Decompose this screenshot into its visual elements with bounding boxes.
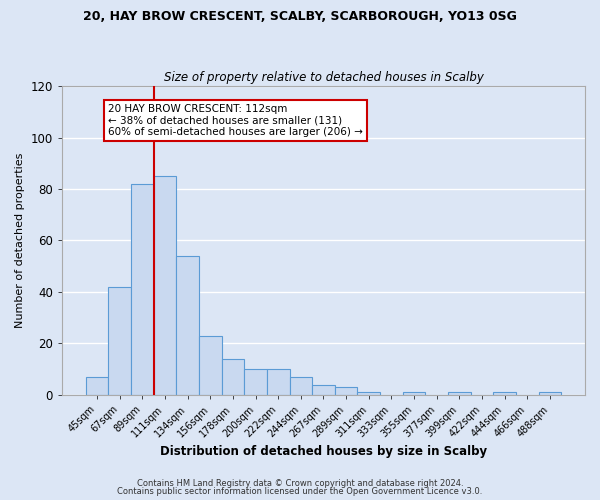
Bar xyxy=(154,176,176,395)
Bar xyxy=(539,392,561,395)
Bar xyxy=(335,387,358,395)
Bar xyxy=(358,392,380,395)
Bar xyxy=(290,377,312,395)
Text: 20 HAY BROW CRESCENT: 112sqm
← 38% of detached houses are smaller (131)
60% of s: 20 HAY BROW CRESCENT: 112sqm ← 38% of de… xyxy=(109,104,363,138)
X-axis label: Distribution of detached houses by size in Scalby: Distribution of detached houses by size … xyxy=(160,444,487,458)
Bar xyxy=(267,369,290,395)
Bar xyxy=(109,287,131,395)
Bar xyxy=(199,336,221,395)
Text: Contains HM Land Registry data © Crown copyright and database right 2024.: Contains HM Land Registry data © Crown c… xyxy=(137,478,463,488)
Bar xyxy=(176,256,199,395)
Bar xyxy=(448,392,470,395)
Text: Contains public sector information licensed under the Open Government Licence v3: Contains public sector information licen… xyxy=(118,487,482,496)
Bar xyxy=(244,369,267,395)
Title: Size of property relative to detached houses in Scalby: Size of property relative to detached ho… xyxy=(164,70,484,84)
Bar xyxy=(131,184,154,395)
Bar xyxy=(86,377,109,395)
Bar xyxy=(493,392,516,395)
Bar xyxy=(312,384,335,395)
Bar xyxy=(403,392,425,395)
Text: 20, HAY BROW CRESCENT, SCALBY, SCARBOROUGH, YO13 0SG: 20, HAY BROW CRESCENT, SCALBY, SCARBOROU… xyxy=(83,10,517,23)
Y-axis label: Number of detached properties: Number of detached properties xyxy=(15,153,25,328)
Bar xyxy=(221,359,244,395)
